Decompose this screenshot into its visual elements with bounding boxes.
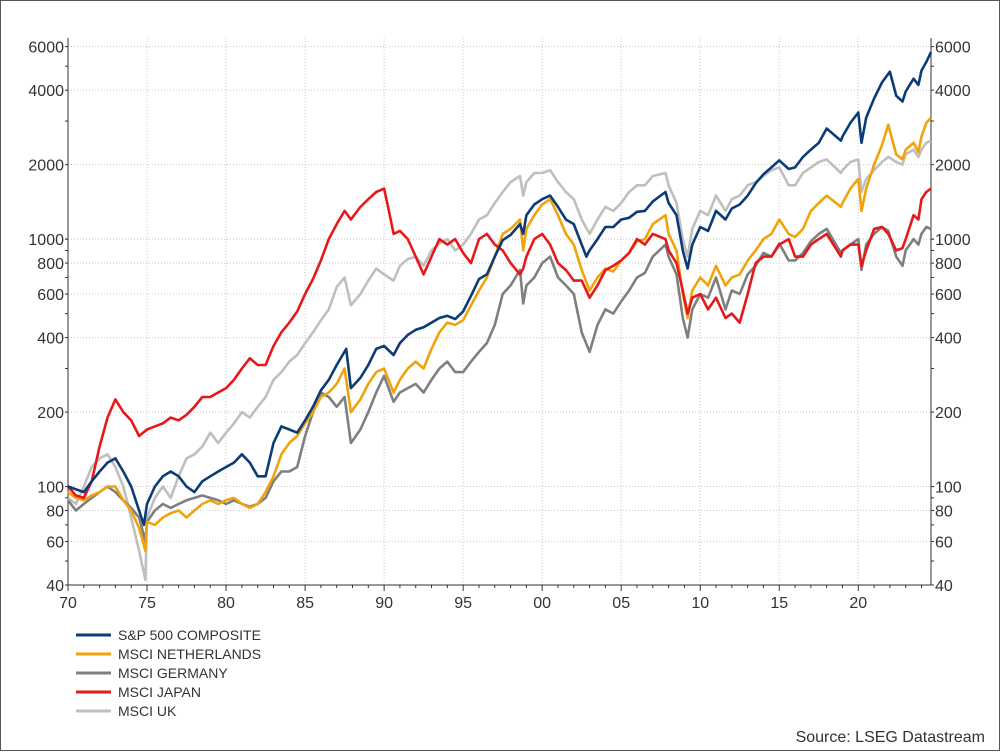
y-tick-label-left: 6000 — [28, 40, 64, 57]
x-tick-label: 70 — [59, 595, 77, 612]
series-lines — [66, 51, 933, 582]
y-tick-label-left: 1000 — [28, 232, 64, 249]
y-tick-label-left: 400 — [37, 331, 64, 348]
axes: 40 40 60 60 80 80 100 100 200 200 400 400 600 600 800 8… — [28, 38, 971, 612]
x-tick-label: 90 — [375, 595, 393, 612]
y-tick-label-right: 400 — [935, 331, 962, 348]
legend-label: MSCI NETHERLANDS — [118, 646, 261, 662]
y-tick-label-right: 6000 — [935, 40, 971, 57]
y-tick-label-right: 60 — [935, 534, 953, 551]
x-tick-label: 10 — [691, 595, 709, 612]
legend-label: MSCI GERMANY — [118, 665, 228, 681]
y-tick-label-left: 60 — [46, 534, 64, 551]
series-line-msci-japan — [67, 187, 932, 500]
series-line-msci-uk — [67, 139, 932, 582]
y-tick-label-left: 600 — [37, 287, 64, 304]
y-tick-label-right: 80 — [935, 504, 953, 521]
y-tick-label-right: 100 — [935, 480, 962, 497]
x-tick-label: 15 — [770, 595, 788, 612]
y-tick-label-left: 4000 — [28, 83, 64, 100]
x-tick-label: 00 — [533, 595, 551, 612]
y-tick-label-right: 1000 — [935, 232, 971, 249]
y-tick-label-left: 800 — [37, 256, 64, 273]
y-tick-label-left: 40 — [46, 578, 64, 595]
y-tick-label-left: 100 — [37, 480, 64, 497]
x-tick-label: 85 — [296, 595, 314, 612]
series-line-s-p-500-composite — [67, 51, 933, 527]
series-line-msci-germany — [66, 225, 932, 543]
x-tick-label: 05 — [612, 595, 630, 612]
x-tick-label: 80 — [217, 595, 235, 612]
y-tick-label-right: 2000 — [935, 158, 971, 175]
y-tick-label-right: 200 — [935, 405, 962, 422]
source-label: Source: LSEG Datastream — [796, 729, 985, 746]
legend-label: S&P 500 COMPOSITE — [118, 627, 261, 643]
x-tick-label: 95 — [454, 595, 472, 612]
y-tick-label-right: 4000 — [935, 83, 971, 100]
y-tick-label-right: 40 — [935, 578, 953, 595]
x-tick-label: 75 — [138, 595, 156, 612]
y-tick-label-left: 80 — [46, 504, 64, 521]
legend: S&P 500 COMPOSITE MSCI NETHERLANDS MSCI GE… — [76, 627, 261, 719]
series-line-msci-netherlands — [67, 116, 932, 553]
y-tick-label-right: 800 — [935, 256, 962, 273]
legend-label: MSCI UK — [118, 703, 177, 719]
y-tick-label-right: 600 — [935, 287, 962, 304]
x-tick-label: 20 — [849, 595, 867, 612]
y-tick-label-left: 2000 — [28, 158, 64, 175]
legend-label: MSCI JAPAN — [118, 684, 201, 700]
y-tick-label-left: 200 — [37, 405, 64, 422]
